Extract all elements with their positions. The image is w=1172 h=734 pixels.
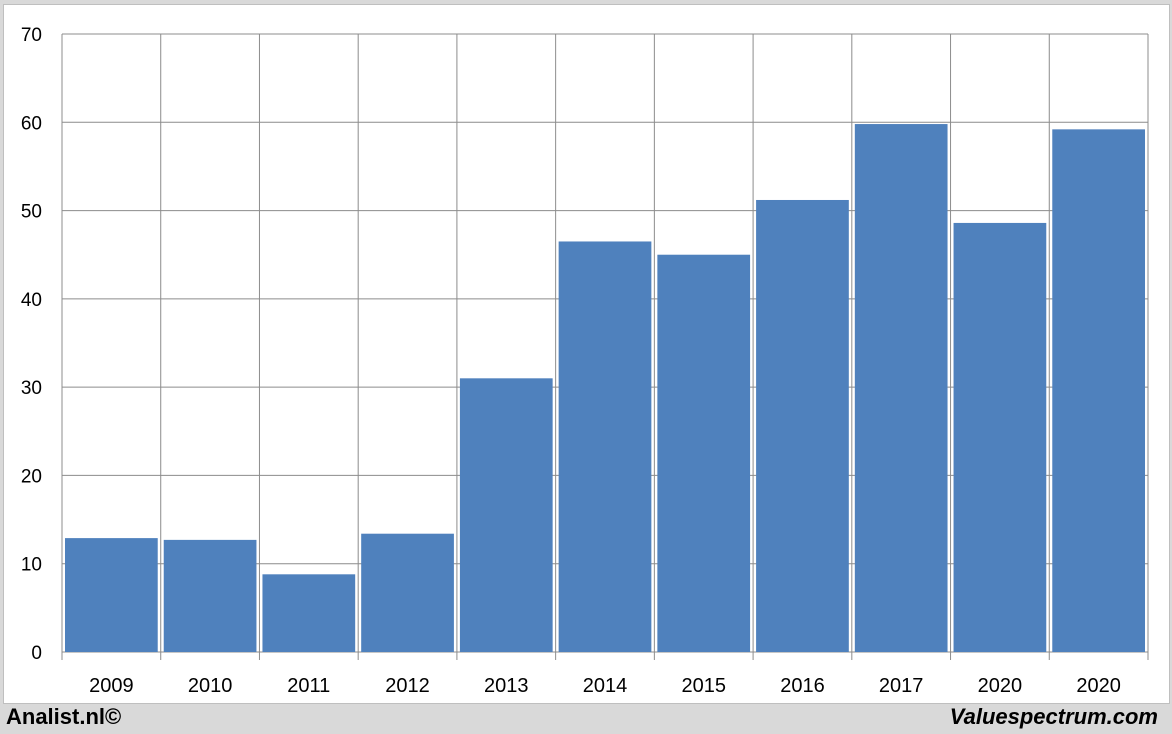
x-tick-label: 2012 <box>385 675 430 697</box>
footer-left-credit: Analist.nl© <box>6 704 122 729</box>
x-tick-label: 2013 <box>484 675 529 697</box>
bar-2017 <box>854 124 948 652</box>
bar-2011 <box>262 574 356 652</box>
x-tick-label: 2015 <box>681 675 726 697</box>
bar-2016 <box>756 199 849 652</box>
bar-2012 <box>361 533 454 652</box>
x-tick-label: 2020 <box>1076 675 1121 697</box>
bar-2014 <box>558 241 652 652</box>
y-tick-label: 70 <box>21 25 42 46</box>
x-tick-label: 2009 <box>89 675 134 697</box>
y-tick-label: 10 <box>21 555 42 576</box>
y-tick-label: 0 <box>31 643 42 664</box>
x-tick-label: 2017 <box>879 675 924 697</box>
bar-2015 <box>657 254 751 652</box>
y-tick-label: 40 <box>21 290 42 311</box>
bar-2010 <box>163 539 257 652</box>
footer-right-credit: Valuespectrum.com <box>949 704 1158 729</box>
y-tick-label: 30 <box>21 378 42 399</box>
y-tick-label: 50 <box>21 202 42 223</box>
x-tick-label: 2016 <box>780 675 825 697</box>
bar-2020 <box>1052 129 1145 652</box>
x-tick-label: 2020 <box>978 675 1023 697</box>
bar-2009 <box>65 538 158 652</box>
y-tick-label: 20 <box>21 466 42 487</box>
bar-2013 <box>459 378 553 652</box>
y-tick-label: 60 <box>21 113 42 134</box>
x-tick-label: 2014 <box>583 675 628 697</box>
x-tick-label: 2010 <box>188 675 233 697</box>
x-tick-label: 2011 <box>287 675 330 697</box>
bar-2020 <box>953 222 1047 652</box>
